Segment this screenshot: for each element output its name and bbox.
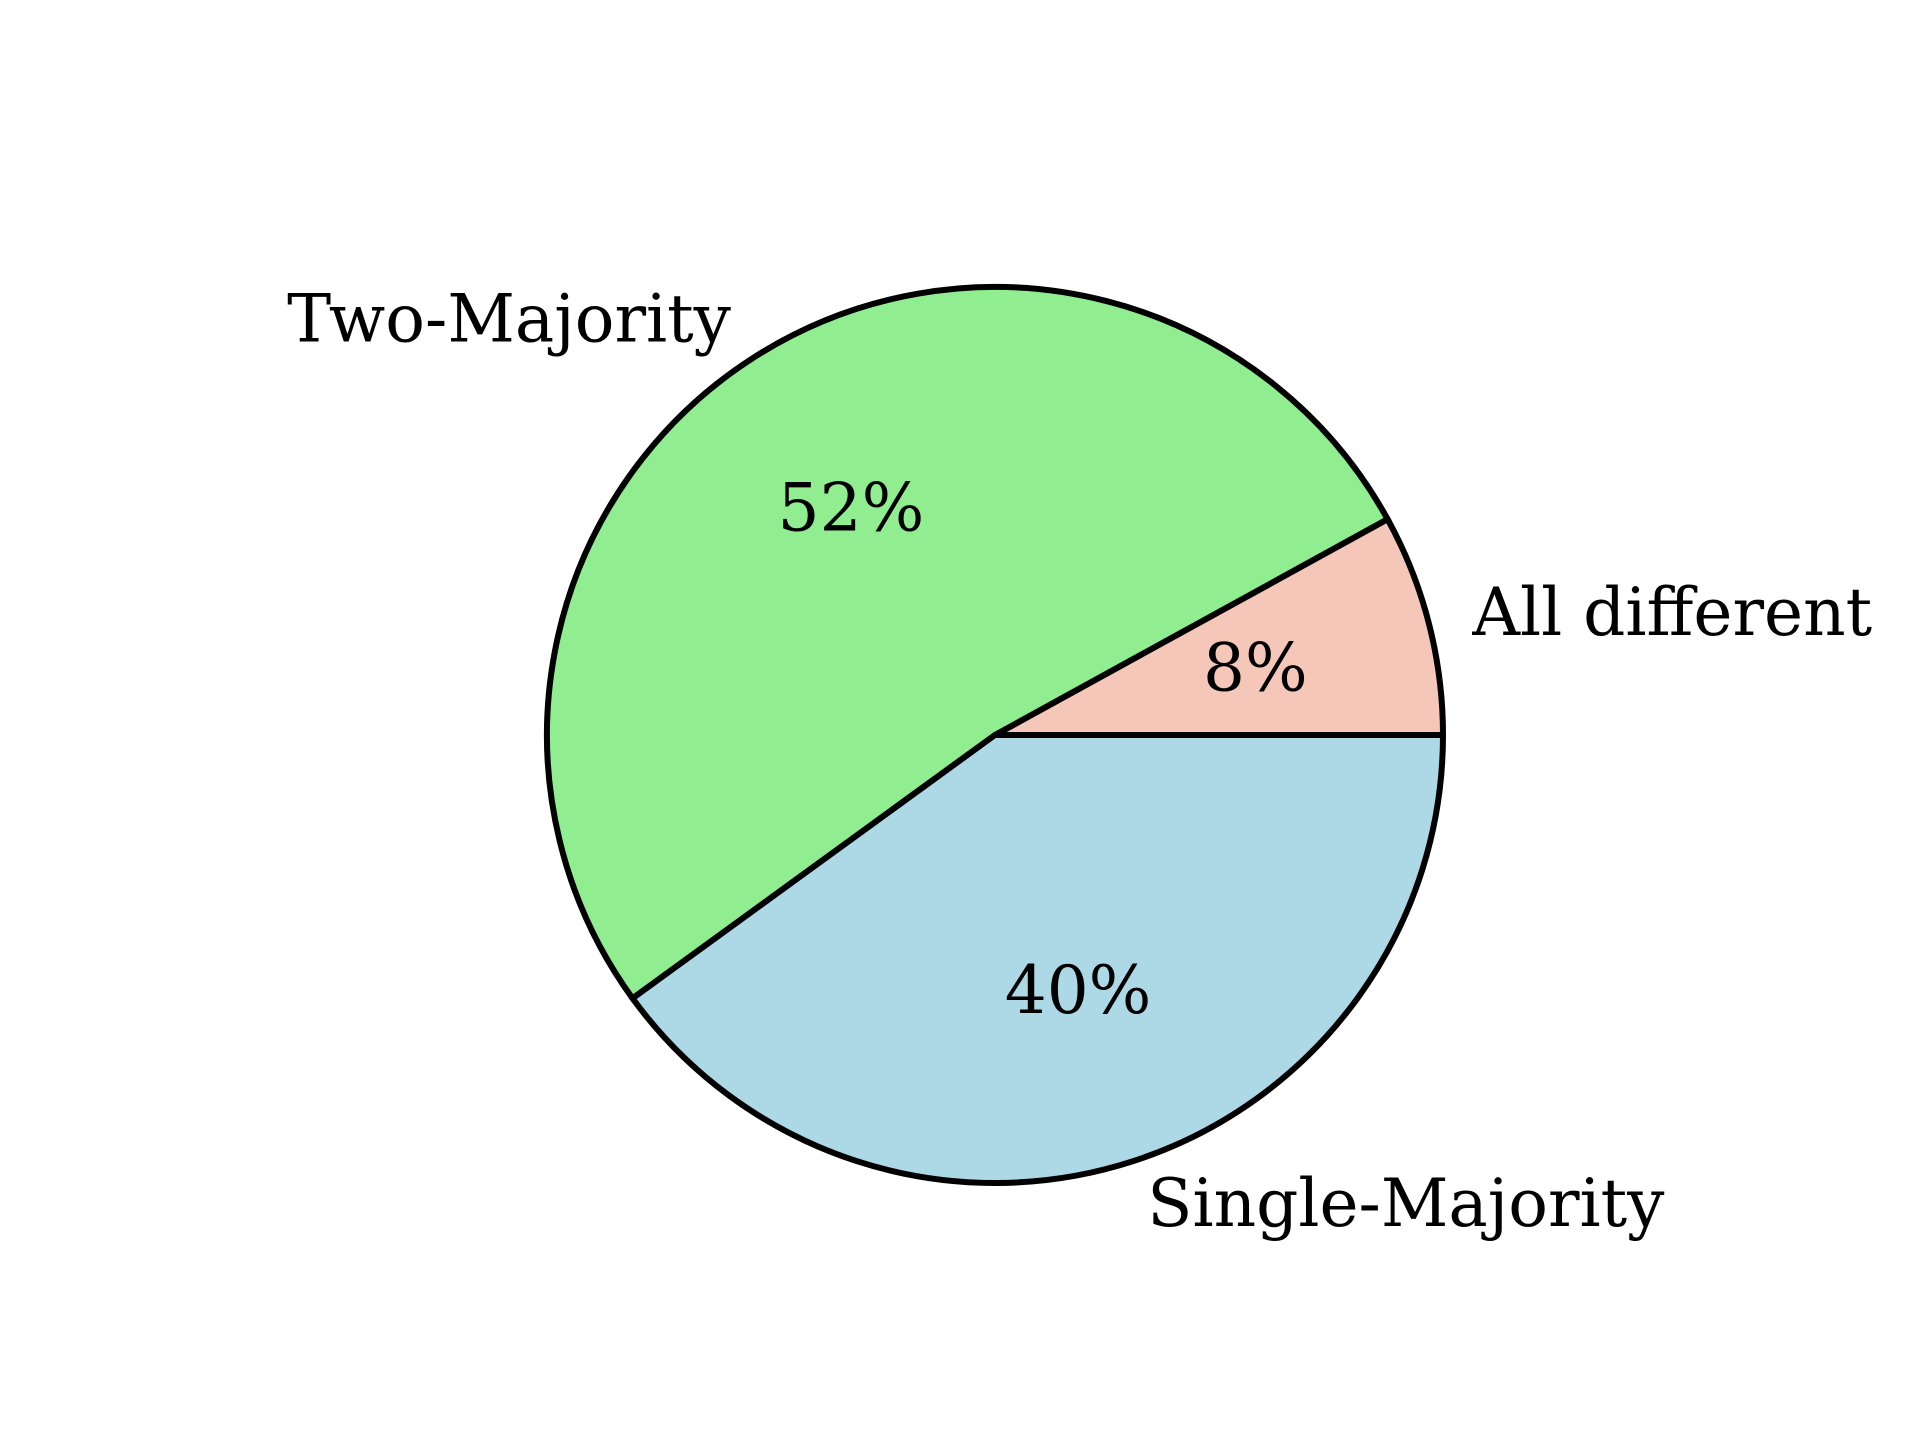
pie-slices (544, 284, 1447, 1187)
slice-label-single-majority: Single-Majority (1147, 1165, 1665, 1242)
slice-label-all-different: All different (1471, 574, 1872, 651)
pie-slice-single-majority (628, 732, 1447, 1187)
slice-percent-single-majority: 40% (1005, 952, 1152, 1029)
slice-percent-two-majority: 52% (778, 470, 925, 547)
slice-label-two-majority: Two-Majority (287, 280, 732, 357)
slice-percent-all-different: 8% (1203, 630, 1308, 707)
pie-labels: All different 8% Two-Majority 52% Single-Maj… (287, 280, 1872, 1242)
pie-slice-two-majority (544, 284, 1392, 1003)
pie-slice-all-different (993, 515, 1447, 738)
